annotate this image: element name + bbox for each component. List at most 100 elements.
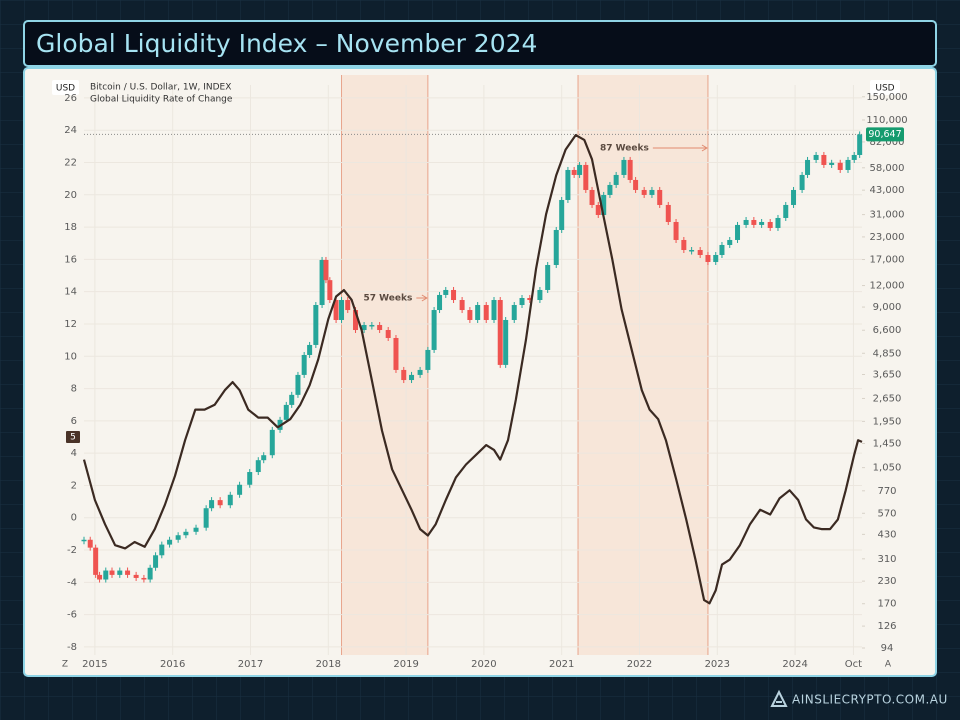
candle-body xyxy=(641,189,647,195)
x-tick-label: Oct xyxy=(845,659,862,670)
y2-tick-label: 43,000 xyxy=(870,185,905,196)
candle-body xyxy=(491,300,497,320)
y-axis-unit: USD xyxy=(56,84,75,94)
candle-body xyxy=(857,134,863,155)
spans xyxy=(341,75,709,655)
auto-scale-button[interactable]: A xyxy=(885,660,892,670)
span-label: 87 Weeks xyxy=(600,144,649,154)
candle-body xyxy=(621,159,627,175)
candle-body xyxy=(385,330,391,338)
zoom-button[interactable]: Z xyxy=(62,660,68,670)
span-label: 57 Weeks xyxy=(364,294,413,304)
candle-body xyxy=(689,249,695,252)
candle-body xyxy=(451,289,457,301)
y2-tick-label: 1,950 xyxy=(873,416,902,427)
y2-tick-label: 110,000 xyxy=(866,115,907,126)
candle-body xyxy=(553,229,559,265)
candle-body xyxy=(193,527,199,532)
candle-body xyxy=(443,289,449,295)
candle-body xyxy=(217,500,223,506)
candle-body xyxy=(327,280,333,301)
candle-body xyxy=(147,567,153,580)
y2-tick-label: 23,000 xyxy=(870,232,905,243)
candle-body xyxy=(719,244,725,256)
candle-body xyxy=(261,455,267,461)
candle-body xyxy=(401,369,407,381)
candle-body xyxy=(459,300,465,311)
candle-body xyxy=(829,162,835,165)
x-tick-label: 2018 xyxy=(316,659,341,670)
candle-body xyxy=(361,324,367,331)
y2-tick-label: 170 xyxy=(877,599,896,610)
x-tick-label: 2022 xyxy=(627,659,652,670)
candle-body xyxy=(727,239,733,245)
x-tick-label: 2023 xyxy=(705,659,730,670)
candle-body xyxy=(657,189,663,205)
candle-body xyxy=(141,577,147,580)
x-tick-label: 2019 xyxy=(393,659,418,670)
legend-entry: Bitcoin / U.S. Dollar, 1W, INDEX xyxy=(90,83,231,93)
candle-body xyxy=(613,174,619,185)
candle-body xyxy=(339,300,345,320)
y-tick-label: -8 xyxy=(67,642,77,653)
candle-body xyxy=(743,219,749,225)
candle-body xyxy=(203,508,209,528)
labels: USD Bitcoin / U.S. Dollar, 1W, INDEX Glo… xyxy=(52,80,908,670)
x-tick-label: 2024 xyxy=(782,659,807,670)
y-tick-label: 24 xyxy=(64,125,77,136)
candle-body xyxy=(153,555,159,568)
y-tick-label: 2 xyxy=(71,480,77,491)
candle-body xyxy=(519,297,525,306)
span-shade xyxy=(578,75,708,655)
candle-body xyxy=(209,500,215,509)
y-tick-label: 0 xyxy=(71,513,77,524)
candle-body xyxy=(681,239,687,250)
candle-body xyxy=(227,494,233,506)
legend-entry: Global Liquidity Rate of Change xyxy=(90,95,233,105)
chart-panel xyxy=(23,67,937,677)
x-tick-label: 2017 xyxy=(238,659,263,670)
candle-body xyxy=(369,324,375,327)
candle-body xyxy=(633,179,639,190)
candle-body xyxy=(649,189,655,195)
y2-tick-label: 3,650 xyxy=(873,370,902,381)
candle-body xyxy=(431,310,437,350)
y-tick-label: -6 xyxy=(67,610,77,621)
x-tick-label: 2021 xyxy=(549,659,574,670)
chart-title: Global Liquidity Index – November 2024 xyxy=(36,29,537,58)
candle-body xyxy=(295,374,301,395)
candle-body xyxy=(345,300,351,311)
y2-tick-label: 770 xyxy=(877,486,896,497)
candle-body xyxy=(837,162,843,170)
candle-body xyxy=(183,531,189,536)
candle-body xyxy=(511,305,517,320)
candle-body xyxy=(417,369,423,375)
candle-body xyxy=(269,429,275,456)
candle-body xyxy=(559,199,565,230)
candle-body xyxy=(283,404,289,420)
candle-body xyxy=(313,305,319,345)
candle-body xyxy=(301,354,307,375)
title-bar xyxy=(23,20,937,67)
candle-body xyxy=(109,570,115,575)
candle-body xyxy=(813,154,819,160)
y2-tick-label: 12,000 xyxy=(870,281,905,292)
y-tick-label: 10 xyxy=(64,351,77,362)
candle-body xyxy=(583,164,589,190)
candle-body xyxy=(775,217,781,228)
candle-body xyxy=(851,154,857,160)
candle-body xyxy=(87,539,93,548)
candle-body xyxy=(117,570,123,575)
y2-tick-label: 82,000 xyxy=(870,137,905,148)
y-tick-label: -2 xyxy=(67,545,77,556)
unit-box xyxy=(52,80,79,95)
candle-body xyxy=(697,249,703,256)
y-tick-label: 16 xyxy=(64,254,77,265)
y2-tick-label: 230 xyxy=(877,576,896,587)
y2-tick-label: 1,050 xyxy=(873,463,902,474)
candle-body xyxy=(159,544,165,556)
candle-body xyxy=(805,159,811,175)
footer-text: AINSLIECRYPTO.COM.AU xyxy=(792,693,948,707)
candle-body xyxy=(799,174,805,190)
